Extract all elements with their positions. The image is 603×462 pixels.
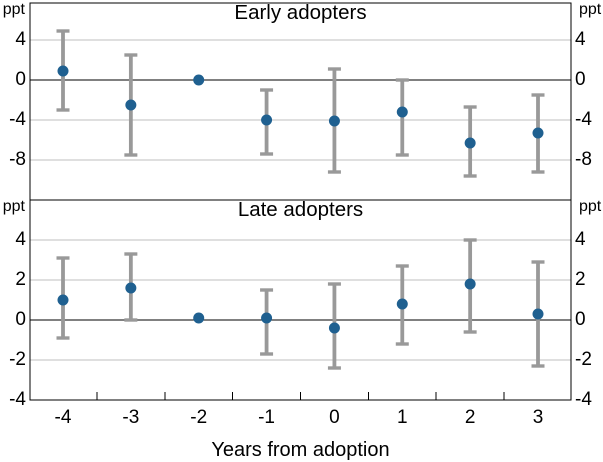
svg-text:-3: -3 [122,407,139,428]
svg-text:-8: -8 [575,149,592,170]
svg-text:0: 0 [575,69,586,90]
svg-text:0: 0 [15,69,26,90]
svg-text:Early adopters: Early adopters [234,1,366,24]
svg-text:0: 0 [575,309,586,330]
svg-text:-4: -4 [55,407,72,428]
svg-text:ppt: ppt [579,1,602,18]
svg-text:-2: -2 [190,407,207,428]
svg-text:Years from adoption: Years from adoption [211,439,389,461]
svg-text:-2: -2 [575,349,592,370]
svg-text:ppt: ppt [579,198,602,215]
svg-text:4: 4 [15,29,26,50]
svg-text:-4: -4 [9,389,26,410]
svg-text:-4: -4 [575,389,592,410]
svg-text:Late adopters: Late adopters [238,198,363,221]
svg-text:2: 2 [575,269,586,290]
svg-text:-2: -2 [9,349,26,370]
svg-text:4: 4 [575,29,586,50]
svg-text:ppt: ppt [3,1,26,18]
svg-text:4: 4 [575,229,586,250]
svg-text:-4: -4 [575,109,592,130]
svg-text:-1: -1 [258,407,275,428]
svg-text:-8: -8 [9,149,26,170]
svg-text:3: 3 [533,407,544,428]
svg-text:4: 4 [15,229,26,250]
svg-text:0: 0 [329,407,340,428]
svg-text:2: 2 [15,269,26,290]
svg-text:2: 2 [465,407,476,428]
svg-text:ppt: ppt [3,198,26,215]
svg-text:-4: -4 [9,109,26,130]
svg-text:1: 1 [397,407,408,428]
svg-text:0: 0 [15,309,26,330]
